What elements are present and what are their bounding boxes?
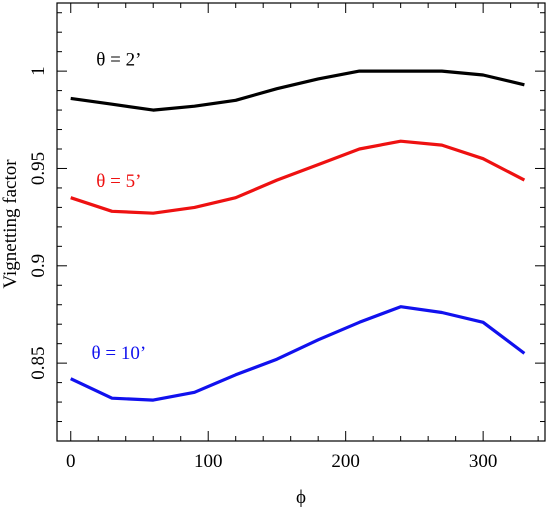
x-tick-labels: 0 100 200 300 bbox=[66, 451, 497, 472]
x-tick-label: 0 bbox=[66, 451, 76, 472]
y-tick-label: 0.95 bbox=[28, 152, 49, 185]
x-tick-label: 200 bbox=[331, 451, 360, 472]
minor-ticks bbox=[57, 3, 545, 442]
series-line-1 bbox=[70, 69, 525, 112]
y-tick-label: 0.9 bbox=[28, 254, 49, 278]
y-tick-label: 0.85 bbox=[28, 347, 49, 380]
series-labels: θ = 2’ θ = 5’ θ = 10’ bbox=[92, 49, 147, 364]
series-line-3 bbox=[70, 305, 526, 402]
y-tick-label: 1 bbox=[28, 66, 49, 76]
y-axis-title: Vignetting factor bbox=[0, 159, 21, 289]
series-label-3: θ = 10’ bbox=[92, 343, 147, 364]
x-tick-label: 300 bbox=[469, 451, 498, 472]
series-line-2 bbox=[70, 139, 526, 215]
series-lines bbox=[70, 69, 526, 402]
plot-frame bbox=[56, 2, 546, 442]
x-axis-title: ϕ bbox=[296, 487, 306, 508]
series-label-1: θ = 2’ bbox=[96, 49, 141, 70]
y-tick-labels: 0.85 0.9 0.95 1 bbox=[28, 66, 49, 379]
major-ticks bbox=[57, 3, 545, 441]
series-label-2: θ = 5’ bbox=[96, 171, 141, 192]
x-tick-label: 100 bbox=[194, 451, 223, 472]
